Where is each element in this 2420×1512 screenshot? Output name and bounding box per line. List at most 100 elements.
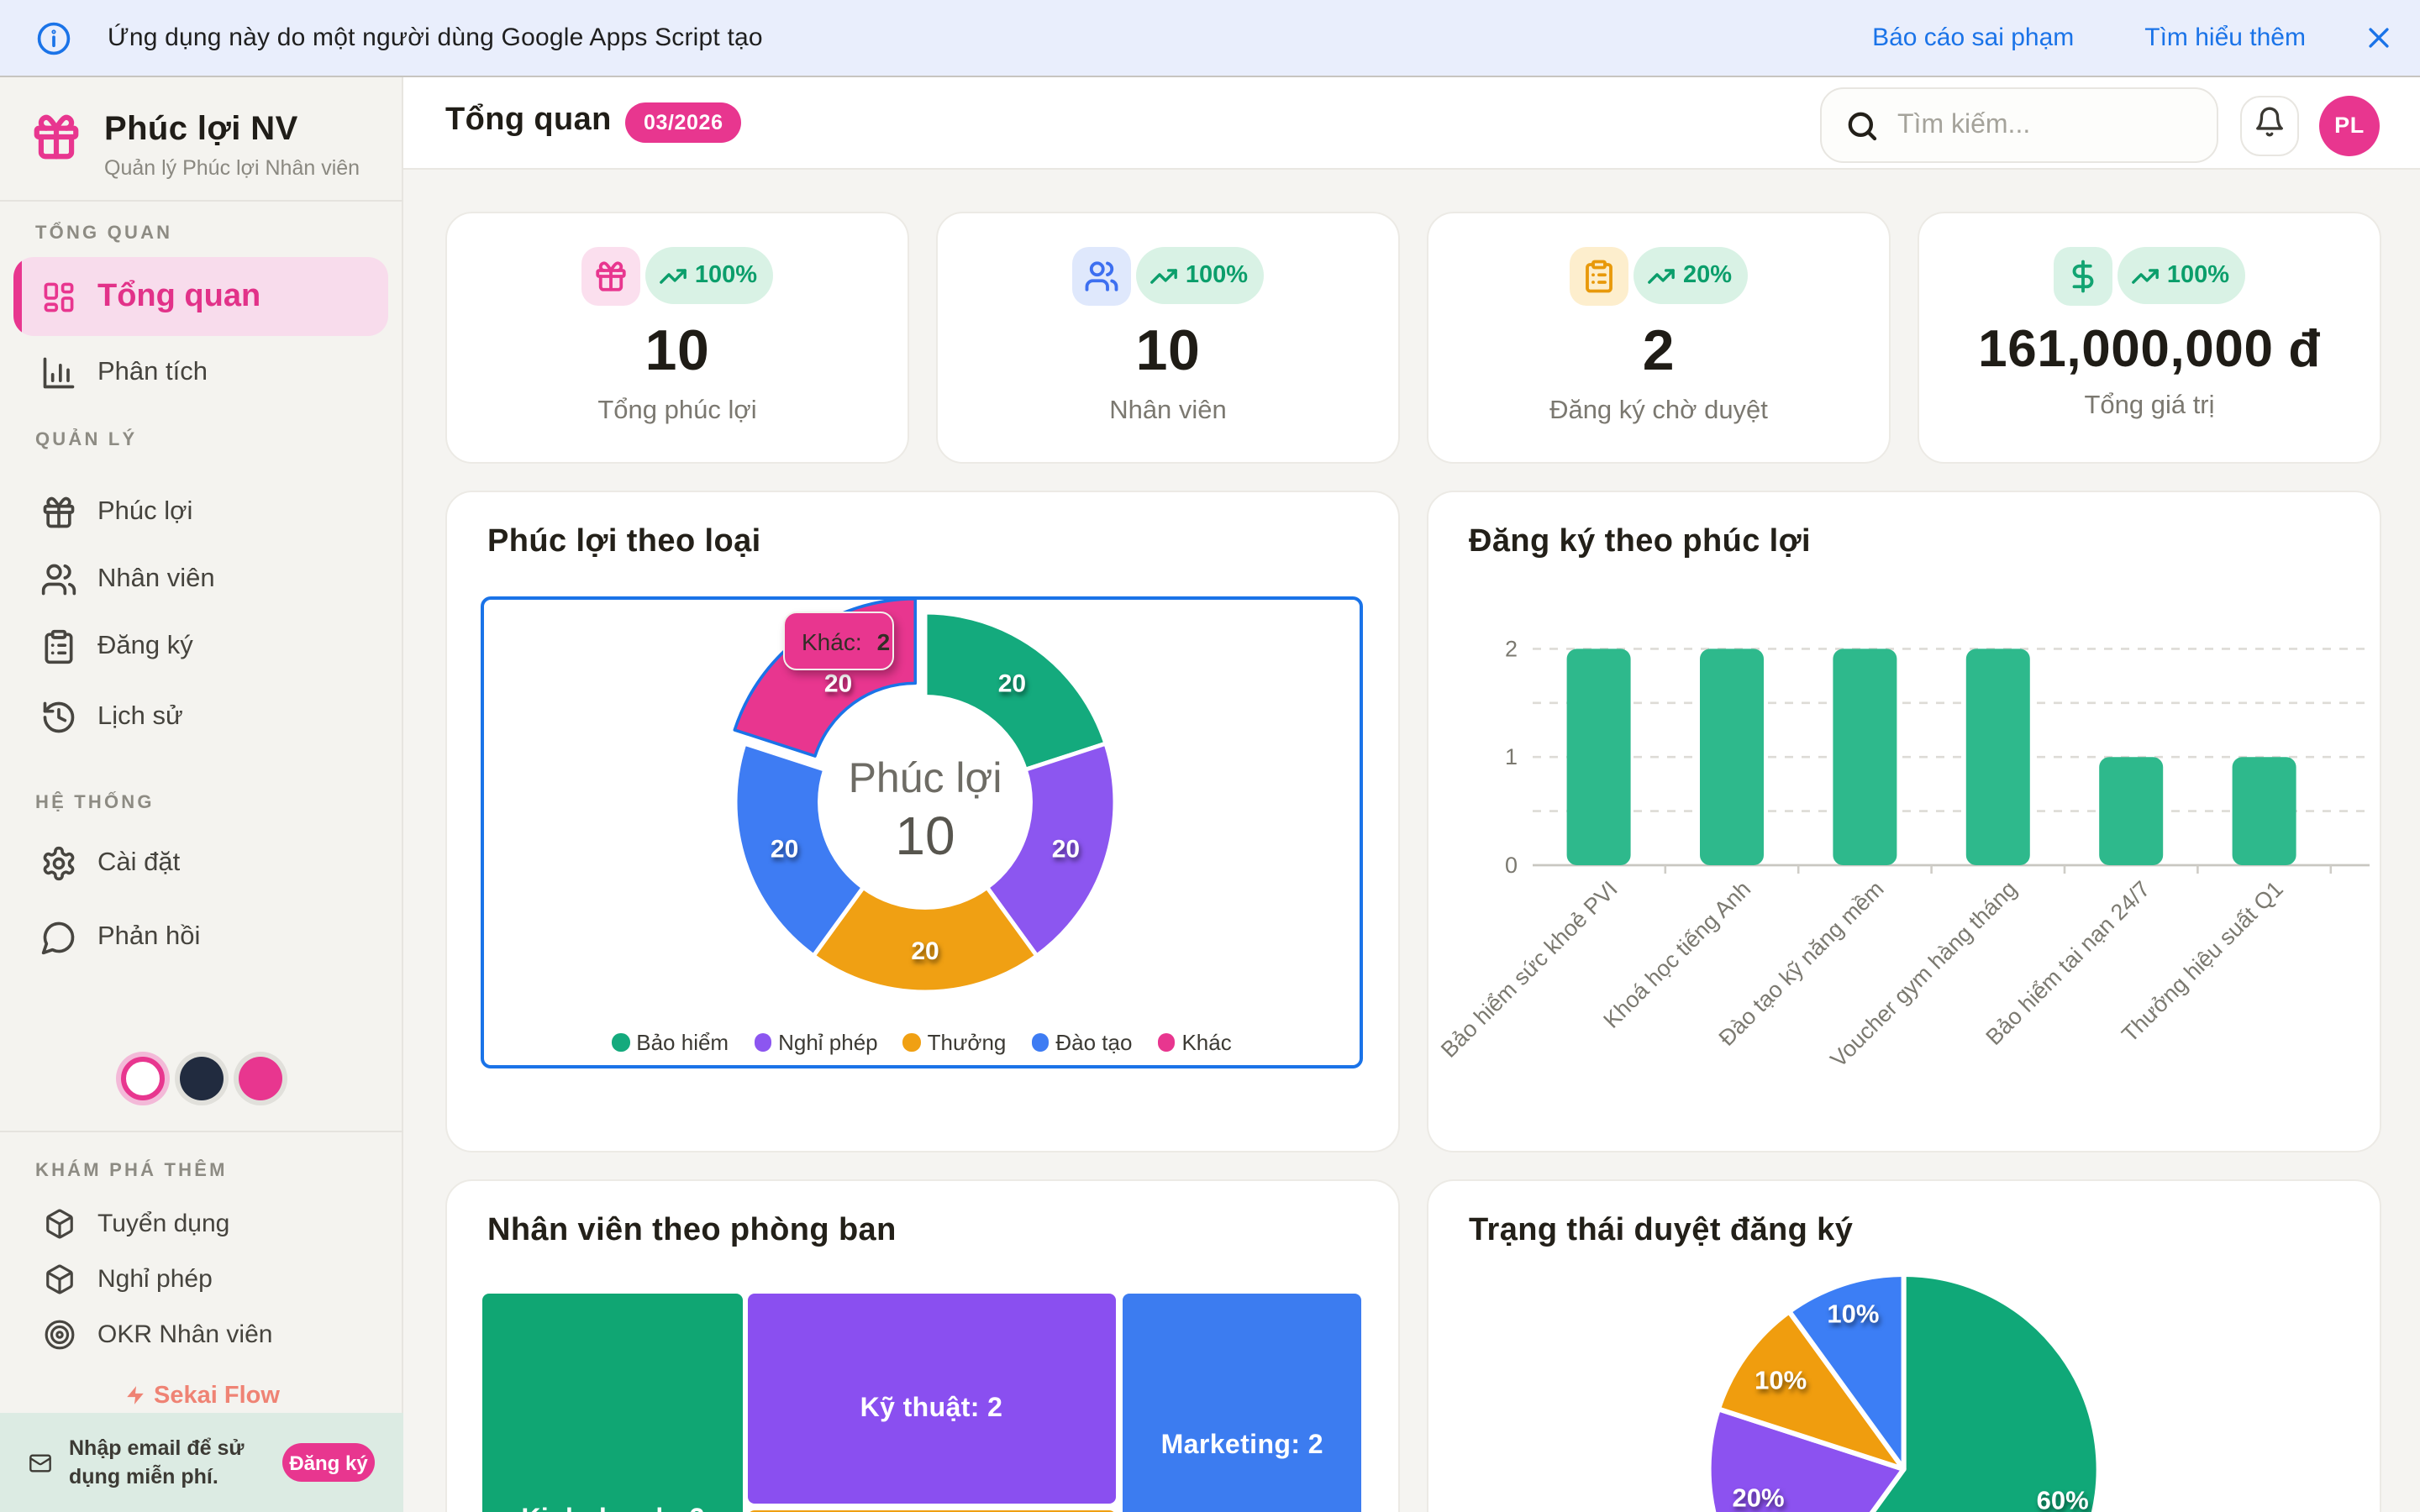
treemap-node-2[interactable] [747, 1509, 1116, 1512]
legend-item-0[interactable]: Bảo hiểm [612, 1030, 729, 1055]
avatar[interactable]: PL [2319, 95, 2380, 155]
topbar: Tổng quan 03/2026 PL [403, 77, 2420, 170]
pie-slice-2[interactable] [1715, 1309, 1907, 1472]
sidebar-item-chat-2-1[interactable]: Phản hồi [13, 904, 388, 971]
sidebar-divider [0, 200, 403, 202]
pie-slice-0[interactable] [1789, 1272, 2102, 1512]
gear-icon [40, 845, 77, 882]
app-logo-row: Phúc lợi NV Quản lý Phúc lợi Nhân viên [30, 111, 360, 180]
info-icon [35, 19, 72, 56]
bar-2[interactable] [1833, 648, 1897, 865]
stat-label: Nhân viên [1109, 396, 1227, 425]
donut-slice-3[interactable] [733, 741, 865, 958]
pie-slice-1[interactable] [1706, 1406, 1907, 1512]
treemap-node-label: Kỹ thuật: 2 [860, 1394, 1003, 1424]
discover-item-0[interactable]: Tuyển dụng [13, 1195, 388, 1251]
users-icon [40, 560, 77, 597]
donut-chart: 20 20 20 20 20 Phúc lợi 10 [733, 597, 1118, 995]
email-cta-text: Nhập email để sử dụng miễn phí. [69, 1436, 245, 1488]
donut-center-value: 10 [895, 806, 955, 866]
bar-y-tick: 2 [1505, 636, 1518, 661]
pie-slice-3[interactable] [1786, 1272, 1907, 1472]
bar-5[interactable] [2232, 757, 2296, 865]
box-icon [40, 1205, 77, 1242]
legend-item-4[interactable]: Khác [1157, 1030, 1232, 1055]
sidebar-item-label: Lịch sử [97, 701, 183, 730]
gift-logo-icon [30, 111, 82, 180]
legend-label: Khác [1181, 1030, 1232, 1055]
nav-section-label-discover: KHÁM PHÁ THÊM [35, 1161, 228, 1181]
bar-3[interactable] [1965, 648, 2030, 865]
signup-button[interactable]: Đăng ký [282, 1443, 375, 1482]
treemap-node-0[interactable]: Kinh doanh: 3 [482, 1293, 744, 1512]
box-icon [40, 1260, 77, 1297]
trend-badge: 100% [2118, 247, 2245, 304]
nav-section-label: TỔNG QUAN [35, 223, 173, 244]
trending-up-icon [1150, 261, 1179, 290]
sidebar-item-label: Tổng quan [97, 278, 261, 313]
discover-item-1[interactable]: Nghỉ phép [13, 1251, 388, 1306]
notifications-button[interactable] [2239, 96, 2299, 155]
donut-center-label: Phúc lợi [849, 754, 1002, 801]
donut-slice-value: 20 [771, 835, 798, 863]
stat-value: 10 [1135, 319, 1201, 383]
stat-value: 10 [644, 319, 710, 383]
discover-item-label: OKR Nhân viên [97, 1320, 273, 1348]
treemap-node-label: Marketing: 2 [1160, 1431, 1323, 1460]
donut-slice-0[interactable] [923, 610, 1108, 772]
sidebar-item-dashboard-0-0[interactable]: Tổng quan [13, 257, 388, 336]
sidebar-item-users-1-1[interactable]: Nhân viên [13, 545, 388, 612]
treemap-card-title: Nhân viên theo phòng ban [487, 1213, 897, 1248]
legend-dot [612, 1033, 630, 1052]
bar-4[interactable] [2099, 757, 2164, 865]
bar-0[interactable] [1566, 648, 1631, 865]
report-abuse-link[interactable]: Báo cáo sai phạm [1872, 24, 2075, 52]
target-icon [40, 1315, 77, 1352]
sidebar-divider-2 [0, 1131, 403, 1132]
search-input[interactable] [1897, 110, 2183, 140]
stat-card-1: 100% 10 Nhân viên [936, 212, 1400, 464]
theme-dot-light[interactable] [121, 1057, 165, 1100]
discover-item-label: Tuyển dụng [97, 1209, 230, 1237]
legend-item-3[interactable]: Đào tạo [1031, 1030, 1132, 1055]
zap-icon [124, 1384, 145, 1413]
sidebar-item-history-1-3[interactable]: Lịch sử [13, 683, 388, 750]
app-logo-text: Phúc lợi NV Quản lý Phúc lợi Nhân viên [104, 111, 360, 180]
sidebar-item-gift-1-0[interactable]: Phúc lợi [13, 478, 388, 545]
sekai-flow-link[interactable]: Sekai Flow [0, 1383, 403, 1413]
treemap-node-3[interactable]: Marketing: 2 [1122, 1293, 1362, 1512]
donut-chart-frame[interactable]: 20 20 20 20 20 Phúc lợi 10 Bảo hiểm Nghỉ phép Th… [481, 596, 1363, 1068]
app-subtitle: Quản lý Phúc lợi Nhân viên [104, 156, 360, 180]
legend-label: Đào tạo [1055, 1030, 1133, 1055]
tooltip-label: Khác: [802, 627, 862, 654]
treemap-node-1[interactable]: Kỹ thuật: 2 [747, 1293, 1116, 1504]
legend-label: Nghỉ phép [778, 1030, 878, 1055]
pie-slice-value: 10% [1827, 1299, 1879, 1329]
banner-message: Ứng dụng này do một người dùng Google Ap… [108, 24, 763, 52]
theme-dot-dark[interactable] [180, 1057, 224, 1100]
mail-icon [29, 1451, 52, 1474]
legend-label: Thưởng [927, 1030, 1007, 1055]
legend-item-2[interactable]: Thưởng [902, 1030, 1007, 1055]
learn-more-link[interactable]: Tìm hiểu thêm [2144, 24, 2306, 52]
donut-slice-1[interactable] [985, 741, 1118, 958]
sidebar-item-label: Phản hồi [97, 922, 201, 951]
bar-y-tick: 0 [1505, 853, 1518, 878]
trending-up-icon [1648, 261, 1676, 290]
legend-item-1[interactable]: Nghỉ phép [754, 1030, 878, 1055]
gift-icon [40, 493, 77, 530]
stat-label: Tổng phúc lợi [597, 396, 757, 425]
donut-slice-2[interactable] [811, 885, 1039, 995]
sidebar-item-clipboard-1-2[interactable]: Đăng ký [13, 612, 388, 680]
stat-card-0: 100% 10 Tổng phúc lợi [445, 212, 909, 464]
legend-dot [1157, 1033, 1176, 1052]
close-banner-icon[interactable] [2365, 24, 2393, 52]
sidebar-item-gear-2-0[interactable]: Cài đặt [13, 830, 388, 897]
donut-card-title: Phúc lợi theo loại [487, 524, 761, 559]
trend-badge: 20% [1634, 247, 1748, 304]
discover-item-2[interactable]: OKR Nhân viên [13, 1306, 388, 1362]
bar-1[interactable] [1700, 648, 1764, 865]
theme-dot-pink[interactable] [239, 1057, 282, 1100]
sidebar-item-chart-0-1[interactable]: Phân tích [13, 339, 388, 407]
